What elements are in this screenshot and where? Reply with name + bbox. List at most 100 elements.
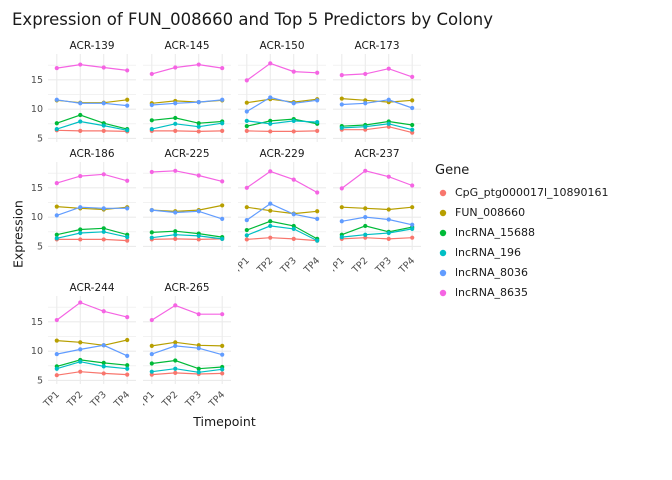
data-point [125,372,130,377]
x-tick-label: TP1 [143,389,157,410]
data-point [149,169,154,175]
y-tick-label: 10 [31,104,43,115]
data-point [101,65,106,70]
legend-point-icon [439,269,447,276]
data-point [220,371,225,376]
data-point [386,174,391,179]
data-point [244,205,249,210]
series-line-lncRNA_8635 [56,301,128,321]
legend-point-icon [439,249,447,256]
series-line-lncRNA_8635 [56,63,128,71]
data-point [78,369,83,374]
data-point [220,179,225,184]
facet-panel [238,54,326,142]
data-point [54,236,59,241]
data-point [173,168,178,173]
facet-strip-label: ACR-186 [69,148,115,160]
facet-panel [143,162,231,250]
legend-item-FUN_008660: FUN_008660 [435,206,609,220]
facet-strip-label: ACR-265 [164,282,210,294]
series-line-lncRNA_196 [56,120,128,131]
data-point [363,101,368,106]
series-line-lncRNA_15688 [56,114,128,130]
data-point [291,69,296,74]
y-tick-label: 15 [31,183,43,194]
data-point [101,128,106,133]
series-line-lncRNA_8635 [341,170,413,189]
data-point [149,71,154,77]
x-tick-label: TP2 [64,389,85,410]
facet-panel: 5 10 15 [31,162,136,250]
facet-ACR-150: ACR-150 [238,39,326,142]
legend-point-icon [439,189,447,196]
series-line-lncRNA_8635 [151,304,223,321]
data-point [101,343,106,348]
series-line-lncRNA_15688 [341,120,413,127]
facet-panel: 5 10 15 TP1 TP2 TP3 TP4 [31,296,136,410]
data-point [149,230,154,235]
data-point [410,98,415,103]
facet-strip-label: ACR-225 [164,148,210,160]
series-line-lncRNA_8635 [246,62,318,81]
data-point [78,119,83,124]
data-point [315,70,320,75]
series-line-lncRNA_196 [151,122,223,130]
series-line-lncRNA_8036 [246,96,318,113]
data-point [173,210,178,215]
data-point [220,65,225,71]
series-line-lncRNA_8036 [56,344,128,357]
facet-panel [143,54,231,142]
data-point [173,366,178,371]
data-point [173,236,178,241]
data-point [220,203,225,208]
y-tick-label: 5 [37,375,43,386]
data-point [363,168,368,173]
legend-item-lncRNA_8036: lncRNA_8036 [435,266,609,280]
data-point [54,338,59,343]
facet-strip-label: ACR-237 [354,148,400,160]
data-point [268,118,273,123]
legend-title: Gene [435,162,470,178]
data-point [291,212,296,217]
x-tick-label: TP4 [301,255,322,276]
data-point [339,205,344,210]
data-point [244,118,249,123]
data-point [78,112,83,118]
data-point [386,121,391,126]
data-point [54,213,59,218]
data-point [173,229,178,234]
data-point [78,340,83,345]
data-point [54,121,59,126]
data-point [149,118,154,123]
y-tick-label: 5 [37,241,43,250]
data-point [268,201,273,206]
series-line-CpG_ptg000017l_10890161 [151,238,223,241]
data-point [149,369,154,374]
data-point [54,204,59,209]
x-tick-label: TP2 [349,255,370,276]
data-point [78,173,83,179]
series-line-lncRNA_15688 [151,359,223,370]
legend-item-lncRNA_8635: lncRNA_8635 [435,286,609,300]
data-point [410,235,415,240]
data-point [173,358,178,363]
series-line-lncRNA_196 [341,228,413,238]
data-point [291,129,296,134]
data-point [363,206,368,211]
legend-point-icon [439,289,447,296]
data-point [386,97,391,102]
series-line-lncRNA_8635 [151,63,223,75]
series-line-CpG_ptg000017l_10890161 [151,372,223,376]
data-point [386,217,391,222]
data-point [339,219,344,224]
facet-panel: TP1 TP2 TP3 TP4 [143,296,231,410]
series-line-CpG_ptg000017l_10890161 [246,130,318,133]
data-point [101,226,106,231]
data-point [339,73,344,78]
x-tick-label: TP3 [88,389,109,410]
data-point [125,97,130,102]
data-point [54,373,59,378]
data-point [220,236,225,241]
data-point [149,361,154,366]
data-point [196,312,201,317]
